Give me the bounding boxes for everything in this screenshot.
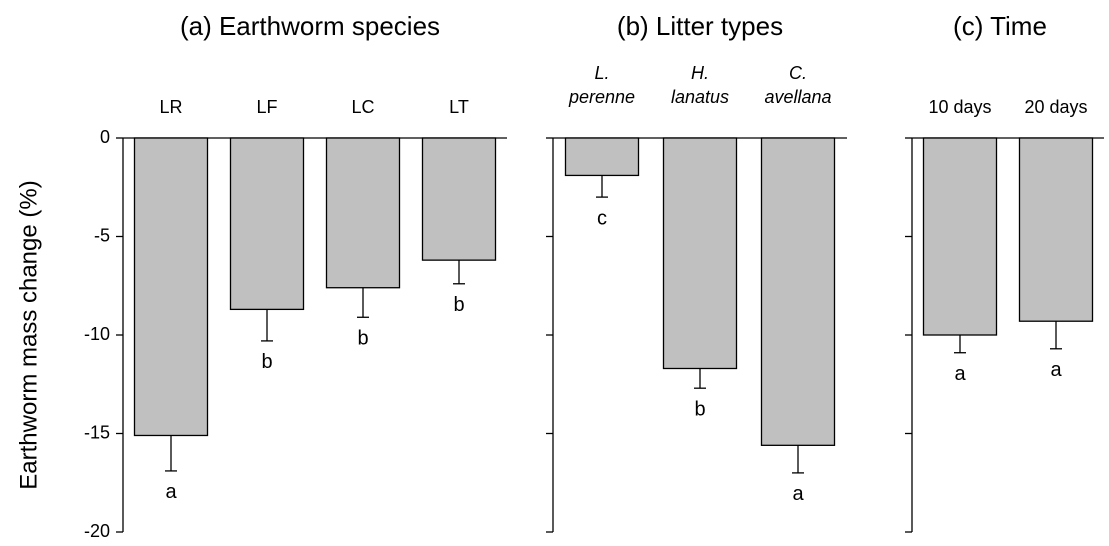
significance-letter: b: [453, 294, 464, 316]
x-category-label: L. perenne: [568, 63, 635, 107]
significance-letter: a: [954, 363, 966, 385]
x-category-label: LC: [351, 97, 374, 117]
bar: [325, 137, 401, 289]
bar: [922, 137, 998, 336]
significance-letter: b: [694, 398, 705, 420]
bar: [421, 137, 497, 261]
panel-title: (c) Time: [953, 11, 1047, 41]
y-tick-label: 0: [100, 127, 110, 147]
x-category-label: C. avellana: [764, 63, 831, 107]
y-tick-label: -20: [84, 521, 110, 541]
x-category-label: LF: [256, 97, 277, 117]
bar: [760, 137, 836, 446]
bar: [229, 137, 305, 311]
x-category-label: 20 days: [1024, 97, 1087, 117]
significance-letter: c: [597, 207, 607, 229]
y-axis-label: Earthworm mass change (%): [15, 180, 42, 489]
bar: [564, 137, 640, 177]
significance-letter: b: [357, 328, 368, 350]
x-category-label: LR: [159, 97, 182, 117]
x-category-label: 10 days: [928, 97, 991, 117]
panel-title: (a) Earthworm species: [180, 11, 440, 41]
y-tick-label: -15: [84, 422, 110, 442]
x-category-label: LT: [449, 97, 469, 117]
bar: [133, 137, 209, 437]
significance-letter: a: [792, 483, 804, 505]
significance-letter: a: [165, 481, 177, 503]
bar: [1018, 137, 1094, 322]
x-category-label: H. lanatus: [671, 63, 729, 107]
panel-title: (b) Litter types: [617, 11, 783, 41]
y-tick-label: -5: [94, 225, 110, 245]
significance-letter: a: [1050, 359, 1062, 381]
significance-letter: b: [261, 351, 272, 373]
bar: [662, 137, 738, 370]
y-tick-label: -10: [84, 324, 110, 344]
